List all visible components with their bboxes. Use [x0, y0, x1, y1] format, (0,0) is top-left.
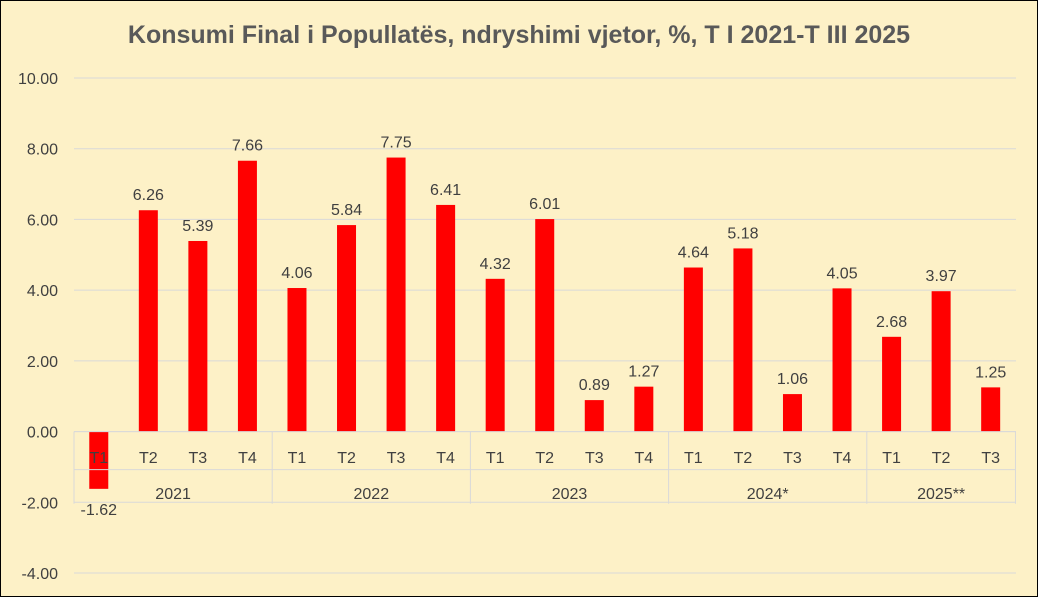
y-tick-label: 8.00	[27, 142, 58, 159]
y-tick-label: 10.00	[18, 71, 58, 88]
x-tick-label: T2	[139, 450, 158, 467]
bar	[584, 400, 604, 432]
x-tick-label: T2	[337, 450, 356, 467]
data-label: 0.89	[579, 377, 610, 394]
bar	[337, 225, 357, 432]
x-tick-label: T2	[535, 450, 554, 467]
data-label: 1.27	[628, 364, 659, 381]
x-tick-label: T1	[486, 450, 505, 467]
y-tick-label: -2.00	[22, 495, 59, 512]
data-label: 2.68	[876, 314, 907, 331]
bar	[931, 291, 951, 432]
data-label: 6.26	[133, 187, 164, 204]
bar	[733, 248, 753, 432]
x-tick-label: T1	[288, 450, 307, 467]
data-label: 4.64	[678, 245, 709, 262]
data-label: -1.62	[81, 502, 118, 519]
x-tick-label: T3	[189, 450, 208, 467]
bar	[485, 278, 505, 432]
chart-title: Konsumi Final i Popullatës, ndryshimi vj…	[127, 21, 911, 49]
bar	[287, 288, 307, 432]
y-tick-label: 2.00	[27, 354, 58, 371]
y-tick-label: 4.00	[27, 283, 58, 300]
data-label: 6.41	[430, 182, 461, 199]
y-tick-label: -4.00	[22, 566, 59, 583]
data-label: 5.18	[727, 225, 758, 242]
bar	[634, 386, 654, 432]
x-tick-label: T4	[833, 450, 852, 467]
bar	[683, 267, 703, 432]
data-label: 4.32	[480, 256, 511, 273]
x-tick-label: T4	[634, 450, 653, 467]
bar	[138, 210, 158, 432]
bar	[882, 336, 902, 432]
bar	[436, 204, 456, 432]
x-group-label: 2025**	[917, 486, 965, 503]
x-group-label: 2021	[155, 486, 191, 503]
x-tick-label: T2	[932, 450, 951, 467]
x-tick-label: T3	[585, 450, 604, 467]
x-group-label: 2024*	[747, 486, 789, 503]
bar	[782, 394, 802, 432]
x-tick-label: T4	[238, 450, 257, 467]
bar	[386, 157, 406, 432]
data-label: 1.06	[777, 371, 808, 388]
x-tick-label: T3	[783, 450, 802, 467]
x-tick-label: T3	[387, 450, 406, 467]
bar	[89, 431, 109, 489]
bar	[981, 387, 1001, 432]
data-label: 5.84	[331, 202, 362, 219]
y-tick-label: 0.00	[27, 425, 58, 442]
bar	[535, 219, 555, 432]
x-group-label: 2023	[552, 486, 588, 503]
bar	[832, 288, 852, 432]
x-tick-label: T2	[734, 450, 753, 467]
data-label: 1.25	[975, 364, 1006, 381]
x-group-label: 2022	[354, 486, 390, 503]
bar	[188, 240, 208, 432]
y-tick-label: 6.00	[27, 212, 58, 229]
x-tick-label: T3	[981, 450, 1000, 467]
x-tick-label: T1	[882, 450, 901, 467]
x-tick-label: T1	[684, 450, 703, 467]
data-label: 7.75	[381, 135, 412, 152]
data-label: 7.66	[232, 138, 263, 155]
data-label: 4.05	[826, 265, 857, 282]
data-label: 5.39	[182, 218, 213, 235]
x-tick-label: T4	[436, 450, 455, 467]
x-tick-label: T1	[89, 450, 108, 467]
bar	[237, 160, 257, 432]
data-label: 4.06	[281, 265, 312, 282]
data-label: 6.01	[529, 196, 560, 213]
data-label: 3.97	[926, 268, 957, 285]
